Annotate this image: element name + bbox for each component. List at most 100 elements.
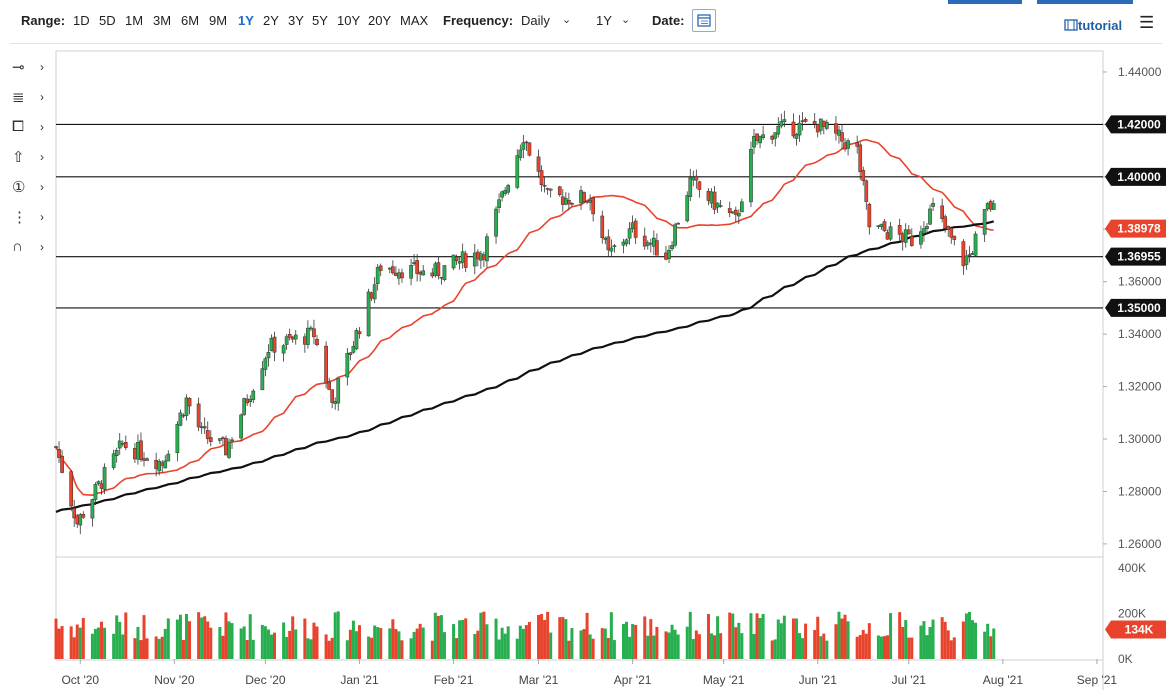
volume-bar — [400, 640, 404, 659]
candle-body — [81, 514, 86, 518]
candle-body — [621, 241, 626, 246]
candle-body — [309, 327, 313, 330]
volume-bar — [606, 637, 610, 659]
range-2y[interactable]: 2Y — [263, 13, 279, 28]
top-strip-left — [948, 0, 1022, 4]
chevron-right-icon[interactable]: › — [40, 90, 44, 104]
y-tick-label: 1.30000 — [1118, 432, 1162, 446]
range-10y[interactable]: 10Y — [337, 13, 361, 28]
number-marker-icon[interactable]: ① › — [12, 179, 44, 196]
volume-bar — [90, 633, 94, 659]
candle-body — [391, 266, 395, 274]
candle-body — [409, 265, 413, 279]
calendar-button[interactable] — [692, 9, 716, 32]
volume-bar — [78, 627, 82, 659]
volume-bar — [494, 618, 498, 659]
volume-bar — [515, 638, 519, 659]
chevron-right-icon[interactable]: › — [40, 150, 44, 164]
candle-body — [315, 338, 319, 346]
candle-body — [791, 121, 796, 137]
range-3m[interactable]: 3M — [153, 13, 172, 28]
last-volume-tag-shape — [1105, 620, 1166, 639]
volume-bar — [260, 624, 264, 659]
candle-body — [221, 437, 225, 439]
calendar-icon — [697, 14, 711, 27]
range-1y[interactable]: 1Y — [238, 13, 254, 28]
chevron-down-icon[interactable]: ⌄ — [621, 14, 631, 26]
level-price-tag-shape — [1105, 298, 1166, 317]
period-select[interactable]: 1Y — [596, 13, 612, 28]
volume-bar — [731, 613, 735, 659]
volume-bar — [439, 615, 443, 659]
volume-bar — [309, 639, 313, 659]
range-5d[interactable]: 5D — [99, 13, 116, 28]
candle-body — [943, 216, 948, 229]
y-tick-label: 1.26000 — [1118, 537, 1162, 551]
frequency-select[interactable]: Daily — [521, 13, 550, 28]
pitchfork-tool-icon[interactable]: ⋮ › — [12, 209, 44, 226]
chevron-right-icon[interactable]: › — [40, 210, 44, 224]
candle-body — [324, 345, 328, 384]
range-1m[interactable]: 1M — [125, 13, 144, 28]
volume-bar — [728, 612, 732, 659]
candle-body — [102, 467, 107, 490]
range-9m[interactable]: 9M — [209, 13, 228, 28]
chevron-down-icon[interactable]: ⌄ — [562, 14, 572, 26]
candle-body — [157, 461, 162, 472]
chevron-right-icon[interactable]: › — [40, 60, 44, 74]
candle-body — [697, 181, 702, 190]
menu-icon[interactable]: ☰ — [1139, 13, 1155, 32]
toolbar-divider — [10, 43, 1162, 44]
magnet-icon[interactable]: ∩ › — [12, 238, 44, 255]
range-1d[interactable]: 1D — [73, 13, 90, 28]
candle-body — [606, 236, 611, 251]
volume-bar — [537, 615, 541, 659]
candle-body — [715, 202, 720, 208]
tutorial-link[interactable]: tutorial — [1064, 18, 1122, 33]
candle-body — [888, 226, 893, 240]
range-6m[interactable]: 6M — [181, 13, 200, 28]
candle-body — [54, 446, 58, 448]
chevron-right-icon[interactable]: › — [40, 240, 44, 254]
rectangle-tool-icon[interactable]: ⧠ › — [12, 118, 44, 135]
fib-tool-icon[interactable]: ≣ › — [12, 89, 44, 106]
x-tick-label: Nov '20 — [154, 673, 195, 687]
candle-body — [117, 440, 122, 449]
volume-bar — [882, 636, 886, 659]
range-3y[interactable]: 3Y — [288, 13, 304, 28]
candle-body — [312, 328, 316, 338]
candle-body — [949, 227, 954, 238]
candle-body — [160, 462, 165, 466]
candle-body — [163, 460, 168, 469]
volume-bar — [758, 618, 762, 659]
volume-bar — [710, 633, 714, 659]
volume-bar — [473, 634, 477, 659]
volume-bar — [855, 636, 859, 659]
candle-body — [239, 414, 243, 439]
chevron-right-icon[interactable]: › — [40, 180, 44, 194]
volume-bar — [421, 627, 425, 659]
candle-body — [861, 170, 866, 181]
last-price-tag: 1.38978 — [1105, 219, 1166, 238]
volume-bar — [543, 619, 547, 659]
volume-bar — [804, 623, 808, 659]
candle-body — [633, 220, 638, 238]
candle-body — [248, 398, 253, 402]
range-max[interactable]: MAX — [400, 13, 429, 28]
chevron-right-icon[interactable]: › — [40, 120, 44, 134]
candle-body — [175, 423, 180, 454]
candle-body — [903, 229, 908, 243]
range-5y[interactable]: 5Y — [312, 13, 328, 28]
volume-bar — [952, 637, 956, 659]
arrow-up-tool-icon[interactable]: ⇧ › — [12, 149, 44, 166]
range-20y[interactable]: 20Y — [368, 13, 392, 28]
candle-body — [803, 119, 808, 122]
line-tool-icon[interactable]: ⊸ › — [12, 59, 44, 76]
volume-bar — [591, 638, 595, 659]
volume-bar — [755, 613, 759, 659]
volume-bar — [546, 611, 550, 659]
volume-bar — [527, 621, 531, 659]
volume-bar — [612, 640, 616, 659]
candle-body — [330, 389, 335, 403]
